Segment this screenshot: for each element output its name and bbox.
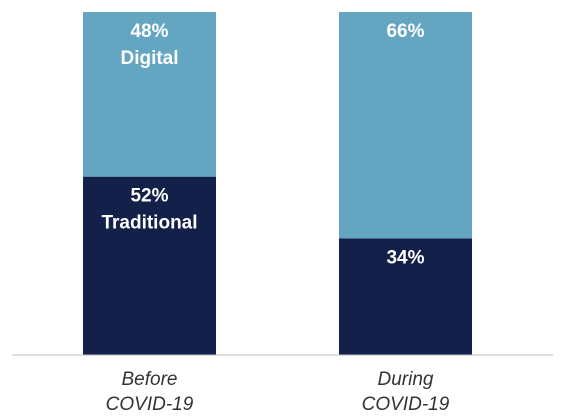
data-label-digital-1-0: 66% bbox=[386, 21, 424, 42]
data-label-digital-0-1: Digital bbox=[120, 48, 178, 69]
data-label-traditional-0-1: Traditional bbox=[101, 213, 197, 234]
bar-segment-traditional-1 bbox=[339, 238, 472, 355]
category-labels-group: Before COVID-19 During COVID-19 bbox=[106, 369, 450, 415]
data-label-traditional-1-0: 34% bbox=[386, 247, 424, 268]
category-label-1-0: During bbox=[378, 369, 434, 390]
category-label-0-0: Before bbox=[122, 369, 178, 390]
category-label-1-1: COVID-19 bbox=[362, 394, 450, 415]
segment-labels-group: 52% Traditional 48% Digital 34% 66% bbox=[101, 21, 424, 268]
data-label-traditional-0-0: 52% bbox=[130, 186, 168, 207]
data-label-digital-0-0: 48% bbox=[130, 21, 168, 42]
bars-group bbox=[83, 12, 472, 355]
bar-segment-traditional-0 bbox=[83, 176, 216, 355]
bar-segment-digital-0 bbox=[83, 12, 216, 177]
category-label-0-1: COVID-19 bbox=[106, 394, 194, 415]
bar-segment-digital-1 bbox=[339, 12, 472, 239]
